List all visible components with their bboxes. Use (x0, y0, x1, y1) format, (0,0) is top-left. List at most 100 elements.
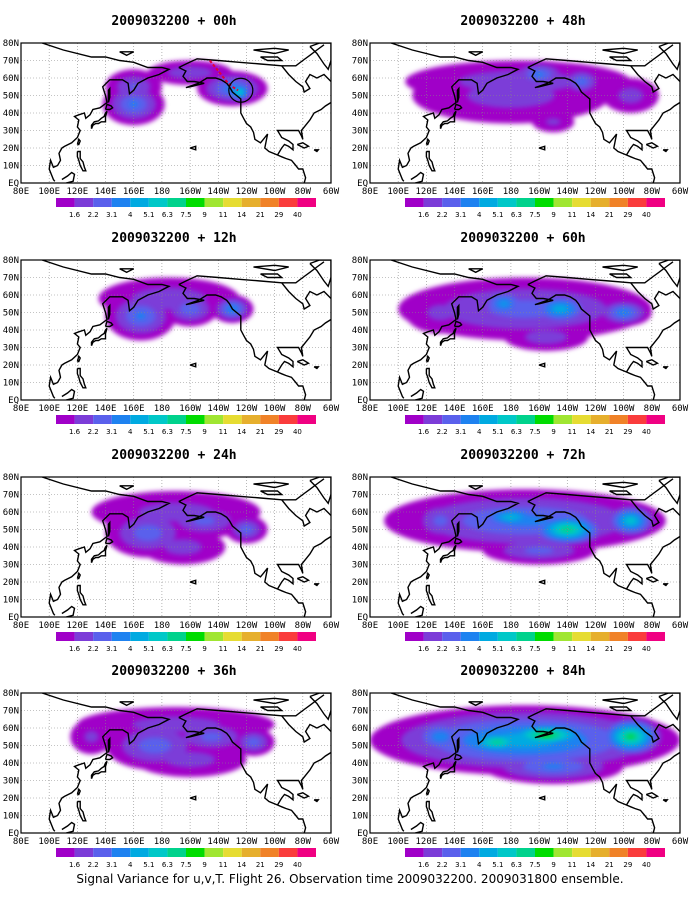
colorbar-swatch (590, 848, 610, 857)
lat-tick-label: 10N (3, 812, 19, 822)
coastline (260, 706, 284, 712)
coastline (119, 268, 135, 274)
lat-tick-label: 70N (3, 57, 19, 67)
colorbar-swatch (479, 415, 498, 424)
panel-title: 2009032200 + 72h (460, 448, 585, 463)
colorbar-swatch (278, 415, 298, 424)
lat-tick-label: 40N (3, 543, 19, 553)
colorbar-swatch (609, 848, 628, 857)
lon-tick-label: 100W (264, 621, 286, 631)
panel-title: 2009032200 + 36h (111, 664, 236, 679)
coastline (609, 706, 633, 712)
lon-tick-label: 180 (154, 837, 170, 847)
colorbar-swatch (148, 632, 168, 641)
lat-tick-label: 20N (3, 794, 19, 804)
colorbar-label: 2.2 (437, 861, 448, 869)
colorbar-swatch (553, 415, 573, 424)
lat-tick-label: 50N (3, 309, 19, 319)
lon-tick-label: 120E (67, 404, 89, 414)
coastline (90, 110, 108, 130)
coastline (296, 359, 311, 366)
coastline (410, 171, 425, 183)
colorbar-label: 21 (256, 428, 265, 436)
lon-tick-label: 120W (585, 837, 607, 847)
lat-tick-label: EQ (357, 613, 368, 623)
colorbar-swatch (627, 415, 647, 424)
colorbar-label: 7.5 (180, 428, 191, 436)
colorbar-label: 2.2 (88, 645, 99, 653)
coastline (281, 282, 331, 311)
colorbar-label: 5.1 (143, 211, 154, 219)
lon-tick-label: 80W (644, 837, 661, 847)
colorbar-swatch (278, 848, 298, 857)
colorbar-swatch (56, 632, 75, 641)
coastline (61, 388, 76, 400)
colorbar-label: 7.5 (529, 861, 540, 869)
colorbar-label: 5.1 (143, 861, 154, 869)
colorbar-swatch (516, 198, 535, 207)
colorbar-swatch (167, 632, 186, 641)
coastline (468, 268, 484, 274)
colorbar-swatch (405, 848, 424, 857)
colorbar-swatch (627, 632, 647, 641)
lon-tick-label: 100E (387, 837, 409, 847)
lon-tick-label: 60W (672, 187, 689, 197)
colorbar-swatch (148, 198, 168, 207)
colorbar-swatch (111, 415, 131, 424)
coastline (276, 101, 331, 156)
lon-tick-label: 140E (95, 837, 117, 847)
colorbar-label: 5.1 (492, 211, 503, 219)
lat-tick-label: 80N (3, 39, 19, 49)
lat-tick-label: EQ (8, 829, 19, 839)
coastline (107, 736, 111, 753)
colorbar-label: 5.1 (492, 861, 503, 869)
lon-tick-label: 140W (556, 187, 578, 197)
coastline (253, 264, 289, 272)
colorbar-swatch (535, 198, 554, 207)
coastline (658, 477, 680, 505)
colorbar-swatch (241, 198, 261, 207)
colorbar-label: 5.1 (492, 428, 503, 436)
lat-tick-label: 30N (3, 561, 19, 571)
colorbar-swatch (460, 198, 480, 207)
lon-tick-label: 120E (67, 187, 89, 197)
colorbar-label: 7.5 (529, 211, 540, 219)
colorbar-swatch (460, 848, 480, 857)
coastline (425, 137, 431, 146)
lon-tick-label: 160W (528, 837, 550, 847)
coastline (425, 800, 436, 822)
lat-tick-label: 10N (3, 379, 19, 389)
colorbar-label: 3.1 (455, 861, 466, 869)
coastline (260, 490, 284, 496)
colorbar-swatch (590, 632, 610, 641)
coastline (41, 693, 171, 832)
coastline (313, 149, 320, 153)
coastlines (390, 693, 680, 833)
colorbar-swatch (460, 632, 480, 641)
lat-tick-label: 20N (3, 361, 19, 371)
colorbar-label: 29 (623, 861, 632, 869)
plot-frame (20, 259, 332, 401)
coastline (281, 65, 331, 94)
lat-tick-label: 10N (3, 162, 19, 172)
coastline (538, 795, 546, 801)
lon-tick-label: 180 (503, 187, 519, 197)
colorbar-swatch (572, 632, 591, 641)
colorbar-swatch (590, 198, 610, 207)
coastline (104, 103, 114, 111)
colorbar-swatch (74, 198, 94, 207)
plot-frame (369, 692, 681, 834)
colorbar-label: 7.5 (529, 428, 540, 436)
lat-tick-label: 20N (352, 361, 368, 371)
coastline (630, 499, 680, 528)
lat-tick-label: 30N (3, 127, 19, 137)
coastline (658, 43, 680, 71)
coastline (309, 693, 331, 721)
colorbar-label: 6.3 (511, 428, 522, 436)
lon-tick-label: 80E (13, 837, 29, 847)
lat-tick-label: 60N (3, 291, 19, 301)
colorbar-label: 4 (477, 861, 482, 869)
lon-tick-label: 160E (123, 837, 145, 847)
coastline (645, 792, 660, 799)
